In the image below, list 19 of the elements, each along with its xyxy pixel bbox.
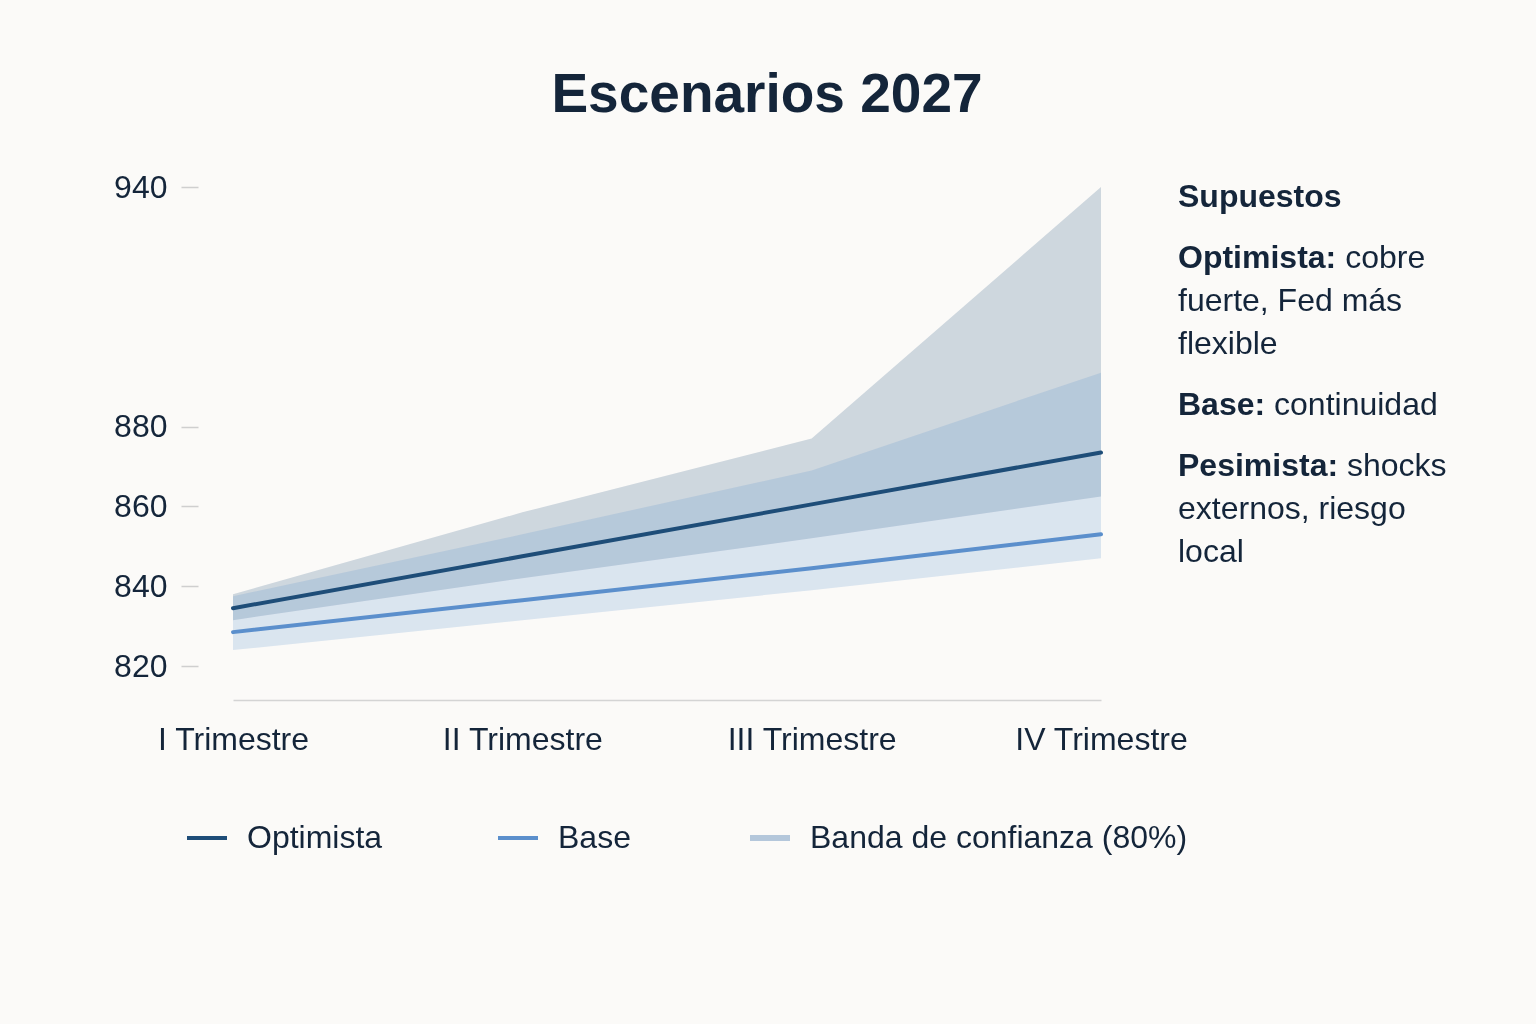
chart-title: Escenarios 2027 <box>551 62 983 124</box>
line-series <box>231 532 1103 635</box>
y-tick-label: 940 <box>114 168 168 205</box>
text: Base: continuidad <box>1178 385 1439 424</box>
text: Pesimista: shocks externos, riesgo local <box>1178 446 1448 571</box>
legend-label: Banda de confianza (80%) <box>810 819 1188 855</box>
x-tick-label: I Trimestre <box>157 720 310 757</box>
x-tick-label: IV Trimestre <box>1015 720 1188 757</box>
text: Optimista: cobre fuerte, Fed más flexible <box>1178 238 1427 363</box>
y-tick-label: 860 <box>114 487 168 524</box>
line-series <box>231 450 1103 611</box>
y-tick-label: 880 <box>114 408 168 445</box>
y-tick-label: 820 <box>114 647 168 684</box>
y-tick-label: 840 <box>114 567 168 604</box>
text: Supuestos <box>1178 178 1342 214</box>
legend-label: Optimista <box>247 819 383 855</box>
x-tick-label: II Trimestre <box>442 720 603 757</box>
legend-label: Base <box>558 819 631 855</box>
x-tick-label: III Trimestre <box>727 720 897 757</box>
